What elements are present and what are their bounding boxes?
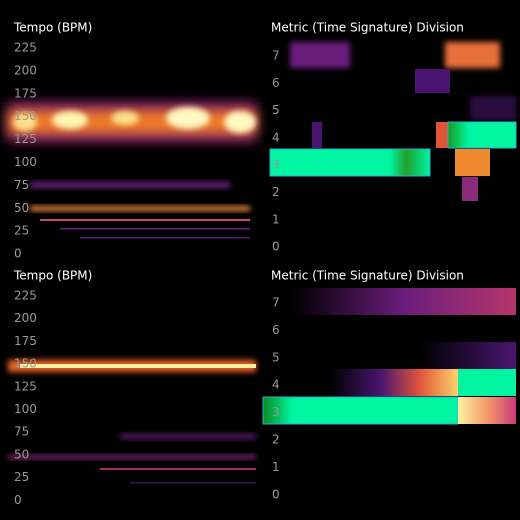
panel-title: Metric (Time Signature) Division — [271, 21, 464, 35]
line — [130, 482, 256, 484]
tick-label: 225 — [14, 41, 37, 55]
tick-label: 6 — [272, 323, 280, 337]
blob — [224, 111, 256, 133]
blob — [8, 455, 256, 459]
blob — [13, 113, 37, 131]
tick-label: 150 — [14, 357, 37, 371]
cell — [462, 177, 478, 201]
tick-label: 50 — [14, 447, 29, 461]
tick-label: 100 — [14, 155, 37, 169]
tick-label: 2 — [272, 185, 280, 199]
tick-label: 7 — [272, 296, 280, 310]
line — [20, 364, 256, 368]
blob — [166, 107, 210, 129]
tick-label: 5 — [272, 103, 280, 117]
cell — [415, 69, 450, 93]
tick-label: 1 — [272, 212, 280, 226]
tick-label: 3 — [272, 405, 280, 419]
cell — [458, 369, 516, 396]
cell — [420, 342, 516, 369]
cell — [312, 122, 322, 148]
tick-label: 3 — [272, 158, 280, 172]
line — [100, 468, 256, 470]
tick-label: 7 — [272, 49, 280, 63]
tick-label: 6 — [272, 76, 280, 90]
cell — [458, 397, 516, 424]
blob — [30, 182, 230, 188]
cell — [330, 369, 458, 396]
metric-heatmap — [262, 288, 516, 425]
tempo-heatmap — [8, 360, 256, 484]
tick-label: 150 — [14, 109, 37, 123]
line — [60, 228, 250, 230]
tick-label: 4 — [272, 130, 280, 144]
tick-label: 0 — [14, 493, 22, 507]
tick-label: 4 — [272, 378, 280, 392]
blob — [120, 434, 256, 439]
cell — [436, 122, 448, 148]
cell — [470, 96, 516, 120]
tick-label: 175 — [14, 86, 37, 100]
tick-label: 75 — [14, 425, 29, 439]
tick-label: 50 — [14, 201, 29, 215]
tick-label: 25 — [14, 224, 29, 238]
blob — [30, 206, 250, 211]
tick-label: 100 — [14, 402, 37, 416]
tick-label: 0 — [272, 487, 280, 501]
tick-label: 75 — [14, 178, 29, 192]
tick-label: 2 — [272, 433, 280, 447]
highlight-cell — [262, 396, 459, 425]
tick-label: 1 — [272, 460, 280, 474]
metric-heatmap — [269, 42, 517, 201]
tick-label: 200 — [14, 311, 37, 325]
tick-label: 25 — [14, 470, 29, 484]
line — [80, 237, 250, 239]
tick-label: 175 — [14, 334, 37, 348]
tick-label: 125 — [14, 132, 37, 146]
tick-label: 5 — [272, 350, 280, 364]
cell — [455, 149, 490, 176]
blob — [52, 111, 88, 129]
blob — [111, 111, 139, 125]
tick-label: 0 — [14, 247, 22, 261]
tick-label: 225 — [14, 289, 37, 303]
panel-title: Tempo (BPM) — [13, 21, 92, 35]
highlight-cell — [447, 121, 517, 149]
panel-title: Tempo (BPM) — [13, 269, 92, 283]
cell — [445, 42, 500, 68]
tick-label: 0 — [272, 240, 280, 254]
line — [40, 219, 250, 221]
cell — [290, 288, 516, 315]
tick-label: 125 — [14, 379, 37, 393]
tick-label: 200 — [14, 63, 37, 77]
highlight-cell — [269, 148, 431, 177]
tempo-heatmap — [8, 102, 256, 239]
panel-title: Metric (Time Signature) Division — [271, 269, 464, 283]
cell — [290, 42, 350, 68]
